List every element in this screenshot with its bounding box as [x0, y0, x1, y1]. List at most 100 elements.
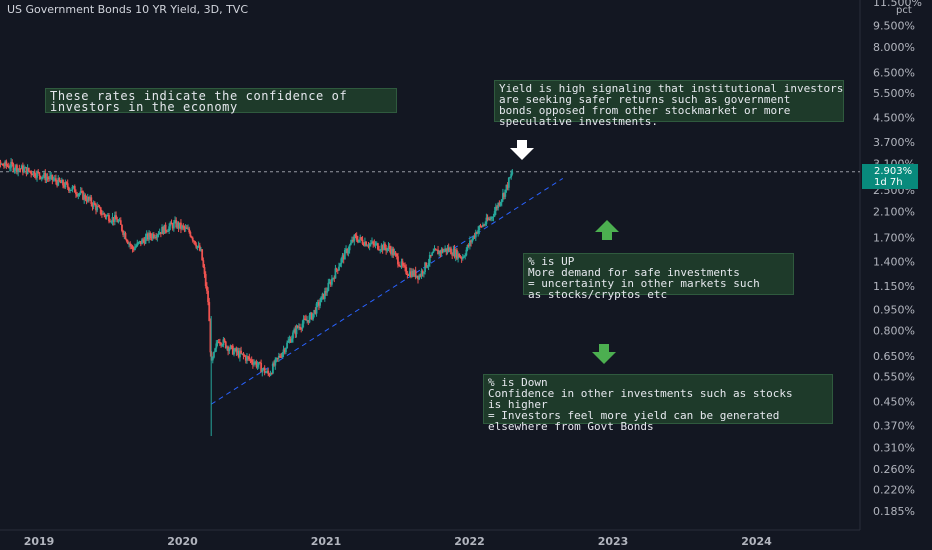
note-line: % is Down [488, 376, 548, 389]
candle-body [335, 268, 338, 270]
candle-body [445, 248, 448, 252]
candle-body [487, 218, 490, 221]
candle-body [31, 174, 34, 176]
down-arrow-icon [510, 140, 534, 160]
candle-body [343, 249, 346, 260]
candle-body [128, 243, 130, 245]
candle-body [241, 353, 244, 355]
candle-body [253, 362, 255, 365]
candle-body [261, 369, 264, 373]
candle-body [1, 163, 4, 166]
candle-body [188, 228, 191, 233]
candle-body [116, 219, 119, 223]
candle-body [83, 194, 86, 200]
candle-body [419, 275, 422, 277]
candle-body [27, 167, 30, 172]
candle-body [65, 182, 68, 184]
candle-body [129, 243, 132, 246]
candle-body [421, 270, 424, 274]
y-tick-label: 5.500% [873, 87, 915, 100]
candle-body [53, 178, 56, 180]
candle-body [333, 277, 336, 279]
note-yield-high[interactable]: Yield is high signaling that institution… [494, 80, 844, 127]
candle-body [18, 168, 21, 170]
candle-body [315, 303, 318, 314]
candle-body [275, 357, 278, 360]
candle-body [489, 218, 491, 220]
candle-body [249, 359, 252, 361]
candle-body [92, 202, 95, 207]
candle-body [138, 241, 141, 243]
candle-body [505, 184, 508, 190]
candle-body [250, 359, 253, 363]
candle-body [38, 172, 41, 176]
y-tick-label: 0.950% [873, 303, 915, 316]
candle-body [451, 254, 454, 256]
y-tick-label: 0.220% [873, 484, 915, 497]
candle-body [165, 230, 168, 232]
candle-body [384, 243, 386, 248]
candle-body [484, 223, 487, 226]
candle-body [405, 267, 408, 274]
candle-body [267, 370, 270, 374]
candle-body [159, 232, 162, 234]
x-tick-label: 2019 [24, 535, 55, 548]
note-line: % is UP [528, 255, 575, 268]
candle-body [434, 248, 437, 250]
candle-body [338, 266, 340, 271]
candle-body [435, 249, 438, 251]
note-line: are seeking safer returns such as govern… [499, 93, 791, 106]
candle-body [211, 357, 214, 361]
candle-body [139, 241, 142, 245]
candle-body [301, 323, 304, 329]
y-tick-label: 0.650% [873, 350, 915, 363]
candle-body [496, 206, 498, 209]
candle-body [326, 290, 329, 293]
candle-body [91, 203, 94, 207]
candle-body [123, 233, 126, 235]
note-confidence[interactable]: These rates indicate the confidence of i… [45, 88, 397, 113]
candle-body [190, 236, 193, 238]
candle-body [177, 222, 180, 228]
candle-body [360, 237, 363, 240]
note-pct-up[interactable]: % is UP More demand for safe investments… [523, 253, 794, 300]
candle-body [373, 243, 376, 246]
candle-body [181, 225, 184, 229]
note-line: as stocks/cryptos etc [528, 288, 668, 301]
candle-body [503, 193, 505, 197]
candle-body [176, 222, 179, 228]
candle-body [162, 227, 165, 234]
candle-body [50, 174, 53, 177]
candle-body [459, 257, 462, 259]
x-tick-label: 2020 [167, 535, 198, 548]
candle-body [375, 243, 378, 245]
candle-body [327, 282, 330, 291]
candle-body [57, 177, 60, 186]
candle-body [323, 291, 326, 299]
candle-body [59, 181, 62, 184]
candle-body [353, 234, 356, 242]
candle-body [229, 345, 232, 349]
candle-body [270, 373, 273, 375]
candle-body [197, 245, 200, 247]
candle-body [171, 224, 174, 229]
candle-body [428, 254, 431, 263]
candle-body [432, 251, 435, 253]
candle-body [161, 227, 163, 234]
candle-body [334, 268, 337, 279]
candle-body [351, 239, 353, 243]
candle-body [66, 183, 69, 188]
candle-body [58, 177, 61, 182]
axis-unit: pct [896, 5, 912, 16]
candle-body [441, 249, 444, 253]
note-pct-down[interactable]: % is Down Confidence in other investment… [483, 374, 833, 432]
candle-body [322, 293, 325, 299]
candle-body [313, 309, 316, 314]
candle-body [389, 249, 392, 254]
candle-body [404, 265, 406, 268]
candle-body [290, 338, 293, 343]
candle-body [125, 239, 128, 242]
candle-body [43, 172, 46, 177]
candle-body [191, 237, 194, 241]
candle-body [132, 249, 135, 251]
